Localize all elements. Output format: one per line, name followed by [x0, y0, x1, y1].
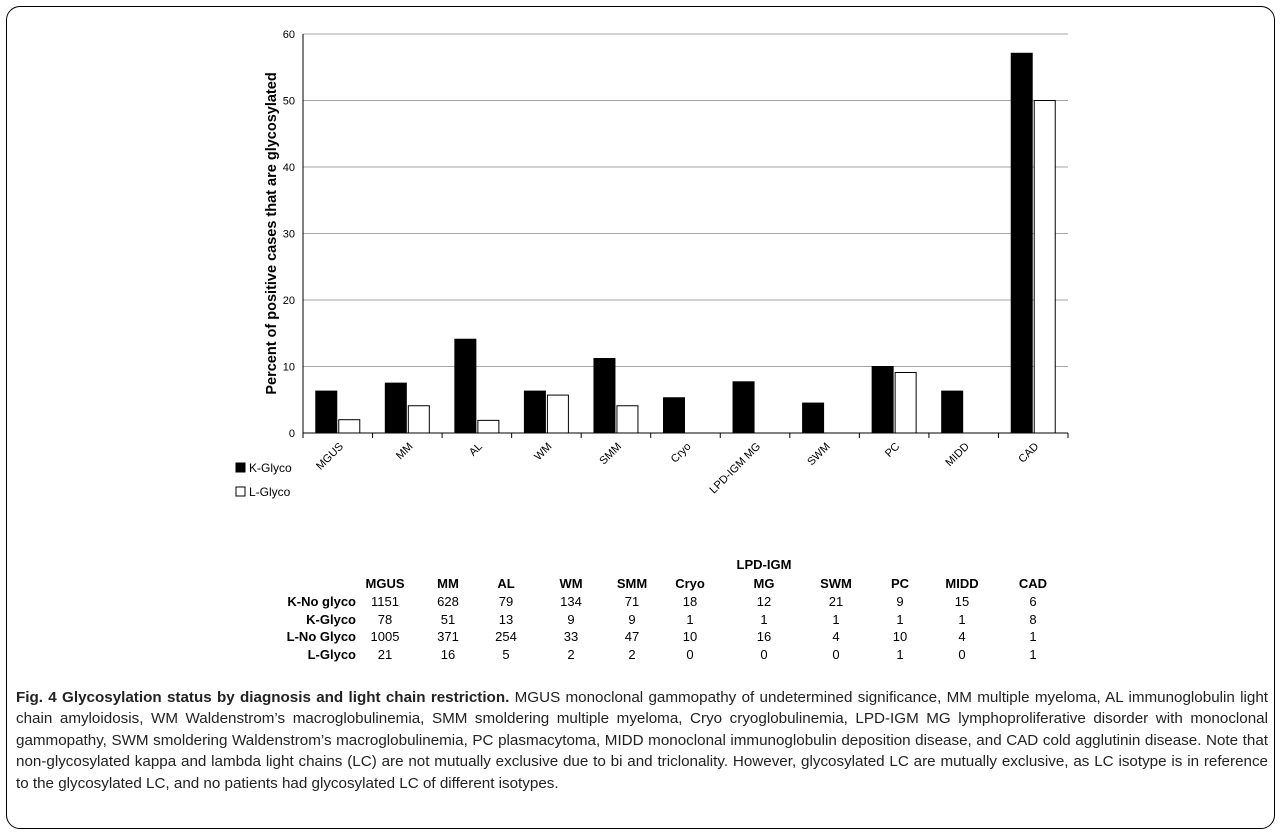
x-tick-label: Cryo: [669, 441, 694, 466]
bar-k-glyco: [384, 382, 407, 434]
x-tick-label: SMM: [597, 441, 624, 468]
y-tick-label: 60: [283, 29, 295, 41]
legend-swatch: [235, 486, 246, 497]
bar-l-glyco: [407, 405, 430, 434]
bar-l-glyco: [338, 419, 361, 434]
bar-l-glyco: [894, 371, 917, 434]
bar-k-glyco: [454, 338, 477, 434]
y-tick-label: 10: [283, 362, 295, 374]
legend-label: L-Glyco: [249, 485, 291, 499]
bar-k-glyco: [523, 390, 546, 434]
bar-l-glyco: [1033, 100, 1056, 434]
bar-k-glyco: [871, 366, 894, 434]
bar-k-glyco: [593, 358, 616, 434]
figure-caption: Fig. 4 Glycosylation status by diagnosis…: [16, 687, 1268, 794]
legend-swatch: [235, 462, 246, 473]
bar-l-glyco: [546, 394, 569, 434]
bar-chart: 0 10 20 30 40 50 60 Percent of positive cases t…: [235, 29, 1069, 499]
bar-l-glyco: [616, 405, 639, 434]
y-tick-label: 0: [289, 428, 295, 440]
x-tick-label: MIDD: [943, 441, 971, 469]
bar-k-glyco: [941, 390, 964, 434]
x-tick-label: SWM: [805, 441, 832, 468]
y-tick-label: 50: [283, 96, 295, 108]
y-axis-label: Percent of positive cases that are glyco…: [264, 72, 280, 394]
bar-l-glyco: [477, 419, 500, 434]
x-tick-label: PC: [883, 441, 902, 460]
bar-k-glyco: [802, 402, 825, 434]
y-tick-label: 20: [283, 295, 295, 307]
x-tick-label: WM: [532, 441, 554, 463]
y-tick-label: 30: [283, 229, 295, 241]
x-tick-label: MGUS: [314, 441, 346, 473]
bar-k-glyco: [732, 381, 755, 434]
x-tick-label: LPD-IGM MG: [708, 441, 764, 497]
y-tick-label: 40: [283, 162, 295, 174]
figure-frame: [6, 6, 1275, 829]
bar-k-glyco: [1010, 52, 1033, 434]
x-tick-label: MM: [394, 441, 415, 462]
x-tick-label: AL: [467, 441, 485, 459]
x-tick-label: CAD: [1016, 441, 1041, 466]
bar-k-glyco: [663, 397, 685, 434]
bar-k-glyco: [315, 390, 338, 434]
caption-text: MGUS monoclonal gammopathy of undetermin…: [16, 689, 1269, 792]
legend-label: K-Glyco: [249, 461, 292, 475]
caption-title: Fig. 4 Glycosylation status by diagnosis…: [16, 689, 510, 706]
